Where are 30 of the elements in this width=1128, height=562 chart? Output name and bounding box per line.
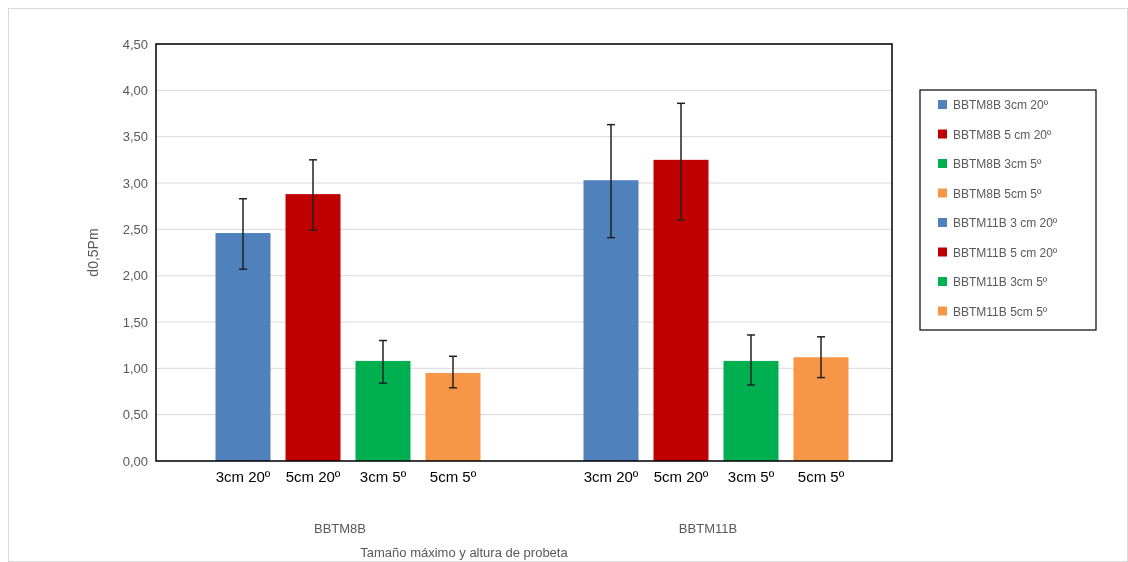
- x-tick-label: 5cm 20º: [285, 468, 341, 485]
- y-tick-label: 3,00: [122, 175, 148, 191]
- x-axis-title: Tamaño máximo y altura de probeta: [360, 545, 569, 560]
- x-tick-label: 3cm 5º: [727, 468, 775, 485]
- y-tick-label: 2,50: [122, 221, 148, 237]
- legend-label: BBTM11B 3 cm 20º: [953, 216, 1058, 231]
- y-tick-label: 0,00: [122, 453, 148, 469]
- legend-label: BBTM11B 5cm 5º: [953, 304, 1048, 319]
- legend-label: BBTM8B 5cm 5º: [953, 186, 1043, 201]
- x-tick-label: 3cm 20º: [583, 468, 639, 485]
- text: BBTM8B: [313, 521, 367, 536]
- x-tick-label: 3cm 5º: [359, 468, 407, 485]
- legend-label: BBTM11B 3cm 5º: [953, 275, 1048, 290]
- y-tick-label: 2,00: [122, 268, 148, 284]
- x-tick-label: 5cm 5º: [797, 468, 845, 485]
- legend-label: BBTM8B 3cm 5º: [953, 157, 1043, 172]
- y-tick-label: 4,00: [122, 82, 148, 98]
- x-tick-label: 5cm 20º: [653, 468, 709, 485]
- y-tick-label: 3,50: [122, 129, 148, 145]
- legend-label: BBTM8B 5 cm 20º: [953, 127, 1053, 142]
- legend-label: BBTM11B 5 cm 20º: [953, 245, 1058, 260]
- y-axis-title: d0,5Pm: [85, 228, 101, 277]
- x-tick-label: 3cm 20º: [215, 468, 271, 485]
- y-tick-label: 0,50: [122, 407, 148, 423]
- y-tick-label: 4,50: [122, 36, 148, 52]
- x-tick-label: 5cm 5º: [429, 468, 477, 485]
- y-tick-label: 1,50: [122, 314, 148, 330]
- legend-label: BBTM8B 3cm 20º: [953, 98, 1049, 113]
- y-tick-label: 1,00: [122, 360, 148, 376]
- text: BBTM11B: [678, 521, 738, 536]
